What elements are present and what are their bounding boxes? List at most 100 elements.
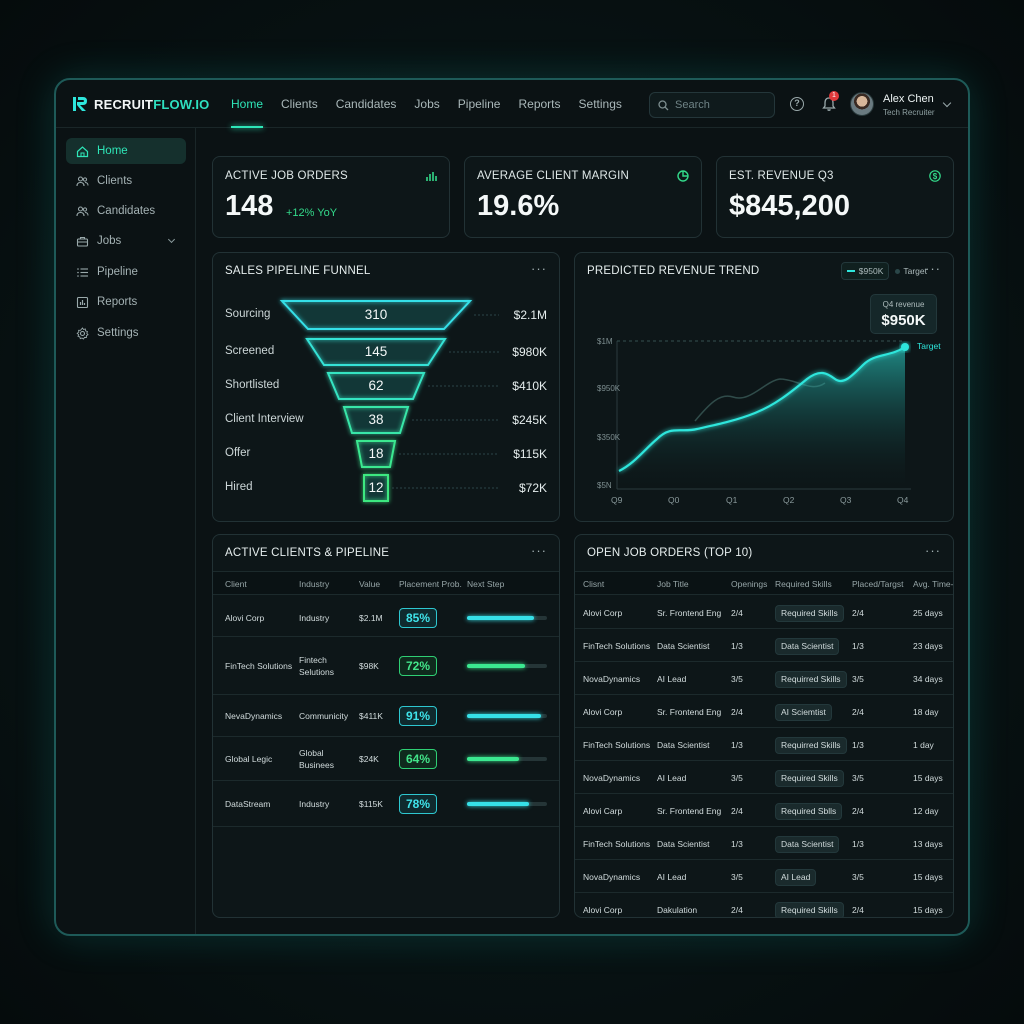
required-skill-tag[interactable]: Requirred Skills [775,670,847,688]
funnel-stage-shape[interactable] [363,474,389,502]
search-box[interactable] [649,92,775,118]
job-title[interactable]: Sr. Frontend Eng [657,706,722,717]
sidebar-item-candidates[interactable]: Candidates [66,198,186,224]
user-name[interactable]: Alex Chen [883,93,934,105]
table-row[interactable] [575,893,953,917]
legend-target[interactable]: Target [895,266,927,276]
column-header[interactable]: Openings [731,579,768,589]
active-clients-panel: ACTIVE CLIENTS & PIPELINE ··· Client Ind… [212,534,560,918]
client-name[interactable]: FinTech Solutions [225,661,293,671]
table-row[interactable] [213,695,559,737]
nav-clients[interactable]: Clients [281,97,318,111]
column-header[interactable]: Value [359,579,381,589]
sidebar-item-clients[interactable]: Clients [66,168,186,194]
table-row[interactable] [575,662,953,695]
column-header[interactable]: Required Skills [775,579,832,589]
table-row[interactable] [575,629,953,662]
job-client[interactable]: NovaDynamics [583,673,641,684]
table-row[interactable] [575,860,953,893]
sidebar-item-jobs[interactable]: Jobs [66,228,186,254]
job-client[interactable]: Alovi Corp [583,904,623,915]
chevron-down-icon[interactable] [167,235,176,244]
column-header[interactable]: Next Step [467,579,505,589]
table-row[interactable] [575,596,953,629]
table-row[interactable] [213,737,559,781]
legend-series[interactable]: $950K [840,262,890,280]
job-title[interactable]: Data Scientist [657,838,710,849]
job-title[interactable]: Dakulation [657,904,698,915]
required-skill-tag[interactable]: Data Scientist [775,835,840,853]
nav-settings[interactable]: Settings [578,97,622,111]
column-header[interactable]: Clisnt [583,579,605,589]
funnel-stage-shape[interactable] [342,406,410,434]
x-tick-label: Q4 [897,495,909,505]
more-options-icon[interactable]: ··· [925,543,941,558]
table-row[interactable] [575,695,953,728]
funnel-stage-shape[interactable] [326,372,426,400]
nav-home[interactable]: Home [222,80,272,128]
table-row[interactable] [575,794,953,827]
table-row[interactable] [575,728,953,761]
next-step-progress [467,664,547,668]
client-name[interactable]: DataStream [225,799,271,809]
nav-pipeline[interactable]: Pipeline [457,97,501,111]
table-row[interactable] [213,599,559,637]
client-name[interactable]: Global Legic [225,754,273,764]
column-header[interactable]: Job Title [657,579,689,589]
job-title[interactable]: Data Scientist [657,640,710,651]
avatar[interactable] [850,92,874,116]
sidebar-item-pipeline[interactable]: Pipeline [66,259,186,285]
required-skill-tag[interactable]: Required Skills [775,901,844,917]
table-row[interactable] [213,781,559,827]
column-header[interactable]: Placement Prob. [399,579,462,589]
job-client[interactable]: Alovi Corp [583,706,623,717]
client-name[interactable]: Alovi Corp [225,613,265,623]
table-row[interactable] [213,637,559,695]
funnel-stage-shape[interactable] [279,300,473,330]
search-input[interactable] [675,99,765,111]
job-client[interactable]: NovaDynamics [583,871,641,882]
more-options-icon[interactable]: ··· [531,543,547,558]
job-title[interactable]: Sr. Frontend Eng [657,607,722,618]
funnel-stage-shape[interactable] [305,338,447,366]
job-client[interactable]: FinTech Solutions [583,640,651,651]
more-options-icon[interactable]: ··· [925,261,941,276]
table-row[interactable] [575,761,953,794]
more-options-icon[interactable]: ··· [531,261,547,276]
job-client[interactable]: Alovi Corp [583,607,623,618]
table-row[interactable] [575,827,953,860]
required-skill-tag[interactable]: AI Lead [775,868,817,886]
trend-line[interactable] [618,346,906,472]
required-skill-tag[interactable]: Data Scientist [775,637,840,655]
required-skill-tag[interactable]: AI Sciemtist [775,703,832,721]
column-header[interactable]: Industry [299,579,330,589]
column-header[interactable]: Client [225,579,247,589]
nav-jobs[interactable]: Jobs [414,97,440,111]
help-icon[interactable]: ? [790,97,804,111]
job-title[interactable]: AI Lead [657,673,687,684]
job-client[interactable]: NovaDynamics [583,772,641,783]
sidebar-item-reports[interactable]: Reports [66,289,186,315]
required-skill-tag[interactable]: Required Skills [775,604,844,622]
sidebar-item-home[interactable]: Home [66,138,186,164]
column-header[interactable]: Avg. Time- [913,579,954,589]
job-title[interactable]: Sr. Frontend Eng [657,805,722,816]
required-skill-tag[interactable]: Required Skills [775,769,844,787]
job-client[interactable]: Alovi Carp [583,805,623,816]
job-title[interactable]: AI Lead [657,871,687,882]
sidebar-item-settings[interactable]: Settings [66,320,186,346]
nav-candidates[interactable]: Candidates [335,97,397,111]
job-client[interactable]: FinTech Solutions [583,739,651,750]
nav-reports[interactable]: Reports [518,97,561,111]
target-point[interactable] [901,343,909,351]
job-title[interactable]: Data Scientist [657,739,710,750]
client-name[interactable]: NevaDynamics [225,711,283,721]
job-title[interactable]: AI Lead [657,772,687,783]
column-header[interactable]: Placed/Targst [852,579,904,589]
required-skill-tag[interactable]: Required Sblls [775,802,843,820]
funnel-stage-shape[interactable] [355,440,397,468]
required-skill-tag[interactable]: Requirred Skills [775,736,847,754]
brand-logo[interactable]: RECRUIT FLOW.IO [72,95,209,113]
chevron-down-icon[interactable] [942,98,952,108]
job-client[interactable]: FinTech Solutions [583,838,651,849]
